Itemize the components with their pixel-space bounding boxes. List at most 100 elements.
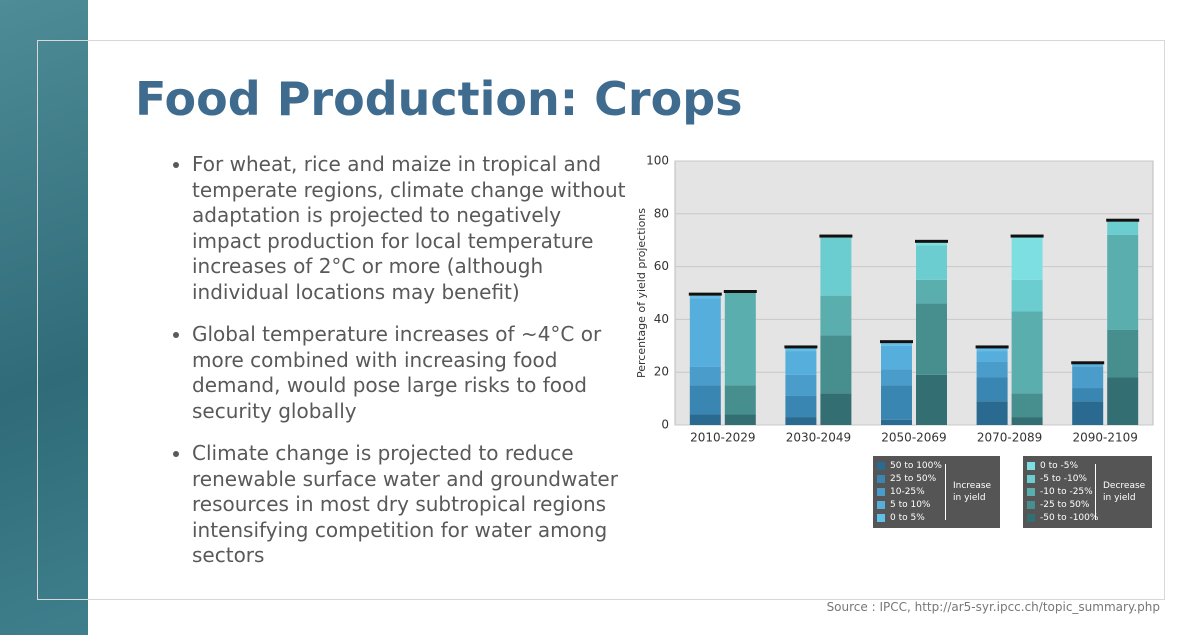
legend-title: Increase in yield [953,481,992,503]
bar-segment [916,374,947,425]
legend-item: -10 to -25% [1027,486,1093,498]
y-axis-label: Percentage of yield projections [635,208,648,378]
side-band [0,0,88,635]
legend-label: 10-25% [890,487,925,497]
bar-segment [881,369,912,386]
y-tick-label: 100 [646,154,669,168]
bar-segment [820,295,852,336]
bar-segment [689,414,721,425]
legend-label: -25 to 50% [1040,500,1090,510]
bar-segment [724,414,756,425]
x-tick-label: 2090-2109 [1072,431,1137,445]
legend-item: -50 to -100% [1027,512,1098,524]
x-tick-label: 2050-2069 [881,431,946,445]
bar-segment [881,385,912,420]
legend-swatch [877,501,885,509]
y-tick-label: 40 [654,312,669,326]
y-tick-label: 20 [654,365,669,379]
x-tick-label: 2010-2029 [690,431,755,445]
bar-cap [784,345,818,349]
bar-segment [1107,221,1139,235]
slide-title: Food Production: Crops [135,72,743,126]
bar-segment [724,293,756,386]
legend-label: -10 to -25% [1040,487,1093,497]
legend-label: 50 to 100% [890,461,942,471]
bar-segment [1107,234,1139,330]
bar-cap [819,234,853,238]
bar-segment [976,361,1008,378]
bar-segment [785,351,817,375]
bar-segment [689,295,721,299]
legend-swatch [877,488,885,496]
bar-segment [1011,311,1043,394]
bar-segment [785,395,817,418]
legend-label: 0 to -5% [1040,461,1079,471]
legend-item: 0 to 5% [877,512,925,524]
bar-segment [1072,401,1104,425]
legend-item: 10-25% [877,486,925,498]
bar-cap [1106,218,1140,222]
bar-segment [916,242,947,246]
legend: 50 to 100% 25 to 50% 10-25% 5 to 10% 0 to 5%… [873,456,1000,528]
legend-swatch [1027,462,1035,470]
source: Source : IPCC, http://ar5-syr.ipcc.ch/to… [826,600,1160,614]
legend-swatch [877,514,885,522]
bullet: Global temperature increases of ~4°C or … [192,322,632,424]
bar-segment [1072,364,1104,367]
bullet: For wheat, rice and maize in tropical an… [192,152,632,305]
bullet-list: For wheat, rice and maize in tropical an… [165,152,632,586]
frame [37,40,1165,600]
bar-cap [975,345,1009,349]
bar-segment [1107,377,1139,425]
legend-label: 5 to 10% [890,500,931,510]
bar-segment [785,374,817,396]
bar-segment [820,237,852,296]
bar-segment [689,366,721,386]
x-tick-label: 2070-2089 [977,431,1042,445]
legend-item: 25 to 50% [877,473,936,485]
legend-swatch [877,462,885,470]
bar-segment [1011,279,1043,312]
legend-label: 25 to 50% [890,474,937,484]
bar-cap [880,340,913,344]
bar-segment [881,419,912,425]
legend-swatch [877,475,885,483]
bar-segment [820,393,852,425]
bar-segment [785,417,817,425]
legend-item: 50 to 100% [877,460,942,472]
bar-segment [976,401,1008,425]
bar-segment [976,348,1008,352]
bar-cap [1010,234,1044,238]
legend-label: -5 to -10% [1040,474,1087,484]
legend: 0 to -5% -5 to -10% -10 to -25% -25 to 50% -… [1023,456,1152,528]
legend-item: 5 to 10% [877,499,931,511]
bar-segment [976,377,1008,402]
chart: 0 20 40 60 80 100 Percentage of yield projecti… [635,154,1154,445]
legend-swatch [1027,501,1035,509]
bar-segment [916,279,947,304]
legend-label: -50 to -100% [1040,513,1099,523]
bar-segment [1072,366,1104,389]
bar-segment [1011,393,1043,418]
bar-segment [916,303,947,375]
legend-swatch [1027,488,1035,496]
bar-cap [915,239,948,243]
legend-item: -25 to 50% [1027,499,1089,511]
bar-segment [689,385,721,415]
legend-title: Decrease in yield [1103,481,1146,503]
legend-label: 0 to 5% [890,513,925,523]
bar-segment [881,343,912,346]
legend-item: 0 to -5% [1027,460,1078,472]
bar-cap [688,292,722,296]
bar-segment [916,245,947,280]
legend-arrow [1095,464,1096,520]
bar-segment [724,385,756,415]
bar-segment [820,335,852,394]
bar-segment [1011,237,1043,280]
y-tick-label: 0 [661,418,669,432]
bar-segment [1011,417,1043,425]
bullet: Climate change is projected to reduce re… [192,441,632,569]
bar-segment [1107,329,1139,378]
bar-segment [1072,388,1104,402]
